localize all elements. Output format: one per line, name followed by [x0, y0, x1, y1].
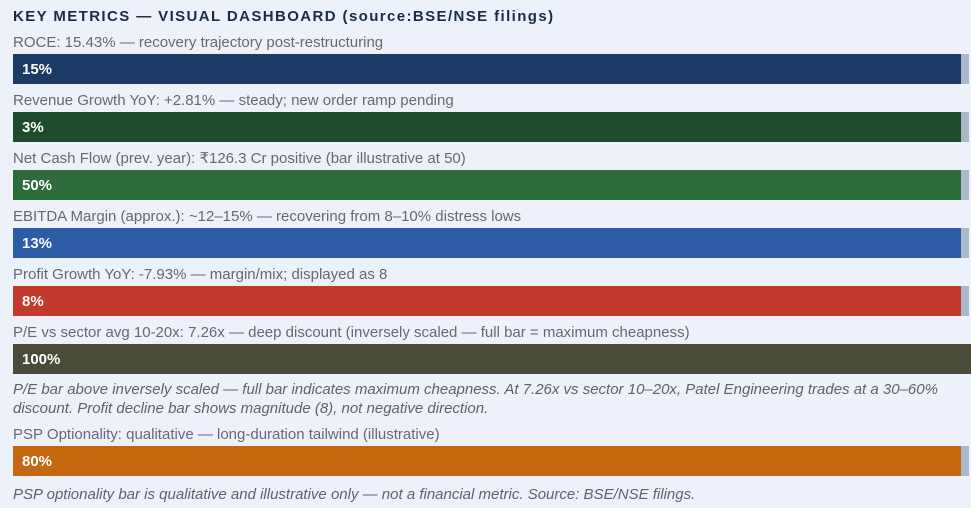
metric-label-profit-growth: Profit Growth YoY: -7.93% — margin/mix; …	[13, 266, 388, 283]
psp-footnote: PSP optionality bar is qualitative and i…	[13, 486, 696, 503]
metric-label-pe-ratio: P/E vs sector avg 10-20x: 7.26x — deep d…	[13, 324, 690, 341]
bar-track-remainder	[961, 286, 969, 316]
dashboard-title: KEY METRICS — VISUAL DASHBOARD (source:B…	[13, 8, 555, 25]
metric-bar-pe-ratio: 100%	[13, 344, 971, 374]
bar-value-label: 13%	[22, 234, 53, 252]
pe-footnote: P/E bar above inversely scaled — full ba…	[13, 381, 938, 417]
bar-fill: 100%	[13, 344, 971, 374]
metric-bar-roce: 15%	[13, 54, 969, 84]
metric-bar-profit-growth: 8%	[13, 286, 969, 316]
metric-bar-revenue-growth: 3%	[13, 112, 969, 142]
bar-fill: 15%	[13, 54, 961, 84]
metric-label-psp-optionality: PSP Optionality: qualitative — long-dura…	[13, 426, 440, 443]
bar-track-remainder	[961, 446, 969, 476]
metric-label-net-cash-flow: Net Cash Flow (prev. year): ₹126.3 Cr po…	[13, 150, 466, 167]
metric-row-psp-optionality: PSP Optionality: qualitative — long-dura…	[13, 426, 971, 476]
metric-row-ebitda-margin: EBITDA Margin (approx.): ~12–15% — recov…	[13, 208, 971, 258]
metric-bar-net-cash-flow: 50%	[13, 170, 969, 200]
bar-fill: 8%	[13, 286, 961, 316]
bar-fill: 50%	[13, 170, 961, 200]
metric-row-revenue-growth: Revenue Growth YoY: +2.81% — steady; new…	[13, 92, 971, 142]
metric-row-pe-ratio: P/E vs sector avg 10-20x: 7.26x — deep d…	[13, 324, 971, 374]
metric-bar-ebitda-margin: 13%	[13, 228, 969, 258]
bar-value-label: 100%	[22, 350, 61, 368]
bar-fill: 3%	[13, 112, 961, 142]
metric-row-net-cash-flow: Net Cash Flow (prev. year): ₹126.3 Cr po…	[13, 150, 971, 200]
bar-value-label: 80%	[22, 452, 53, 470]
bar-value-label: 3%	[22, 118, 44, 136]
metric-label-roce: ROCE: 15.43% — recovery trajectory post-…	[13, 34, 384, 51]
bar-fill: 80%	[13, 446, 961, 476]
metric-label-ebitda-margin: EBITDA Margin (approx.): ~12–15% — recov…	[13, 208, 522, 225]
metric-row-profit-growth: Profit Growth YoY: -7.93% — margin/mix; …	[13, 266, 971, 316]
bar-track-remainder	[961, 228, 969, 258]
bar-value-label: 50%	[22, 176, 53, 194]
bar-value-label: 8%	[22, 292, 44, 310]
bar-value-label: 15%	[22, 60, 53, 78]
bar-track-remainder	[961, 112, 969, 142]
metric-row-roce: ROCE: 15.43% — recovery trajectory post-…	[13, 34, 971, 84]
bar-fill: 13%	[13, 228, 961, 258]
bar-track-remainder	[961, 170, 969, 200]
bar-track-remainder	[961, 54, 969, 84]
metric-bar-psp-optionality: 80%	[13, 446, 969, 476]
metric-label-revenue-growth: Revenue Growth YoY: +2.81% — steady; new…	[13, 92, 454, 109]
